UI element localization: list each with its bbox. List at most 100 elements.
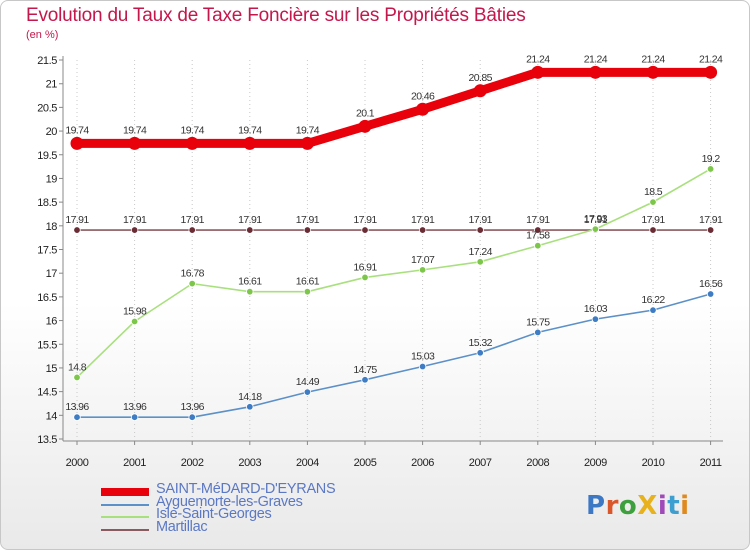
data-label: 20.85 xyxy=(469,72,493,84)
data-label: 17.91 xyxy=(123,214,147,226)
y-tick-label: 14.5 xyxy=(37,387,57,399)
data-point xyxy=(188,413,196,421)
logo-letter: i xyxy=(680,491,690,521)
data-point xyxy=(188,226,196,234)
x-tick-label: 2010 xyxy=(642,457,665,469)
data-point xyxy=(361,226,369,234)
series-line xyxy=(76,293,712,419)
data-label: 19.74 xyxy=(123,124,147,136)
data-point xyxy=(73,413,81,421)
y-tick-label: 20.5 xyxy=(37,102,57,114)
data-point xyxy=(73,373,81,382)
data-point xyxy=(534,242,542,250)
x-tick-label: 2000 xyxy=(66,457,89,469)
data-label: 17.58 xyxy=(526,230,550,242)
data-label: 17.91 xyxy=(296,214,320,226)
data-point xyxy=(130,317,139,326)
x-tick-label: 2007 xyxy=(469,457,492,469)
logo-letter: i xyxy=(657,491,668,521)
data-label: 17.91 xyxy=(641,214,665,226)
y-tick-label: 18 xyxy=(46,221,58,233)
data-label: 19.74 xyxy=(181,124,205,136)
data-point xyxy=(246,287,254,296)
data-point xyxy=(303,226,312,234)
x-tick-label: 2003 xyxy=(238,457,261,469)
data-point xyxy=(591,225,600,233)
x-tick-label: 2009 xyxy=(584,457,607,469)
chart-title: Evolution du Taux de Taxe Foncière sur l… xyxy=(26,5,526,26)
data-label: 20.1 xyxy=(356,107,375,119)
data-point xyxy=(531,65,545,79)
data-label: 19.74 xyxy=(296,124,320,136)
data-point xyxy=(646,65,660,79)
data-label: 16.91 xyxy=(353,261,377,273)
data-point xyxy=(300,136,314,150)
data-label: 21.24 xyxy=(641,53,665,65)
data-label: 16.61 xyxy=(238,276,262,288)
series-line xyxy=(76,168,712,379)
unit-label: (en %) xyxy=(26,29,59,41)
y-tick-label: 18.5 xyxy=(37,197,57,209)
data-label: 19.2 xyxy=(702,153,721,165)
data-label: 17.91 xyxy=(526,214,550,226)
data-label: 17.24 xyxy=(469,246,493,258)
proxiti-logo[interactable]: ProXiti xyxy=(586,491,690,521)
y-tick-label: 19.5 xyxy=(37,150,57,162)
legend-swatch xyxy=(101,516,149,518)
logo-letter: X xyxy=(637,491,658,521)
data-label: 15.32 xyxy=(469,337,493,349)
data-label: 13.96 xyxy=(181,401,205,413)
series-line xyxy=(72,67,716,148)
data-label: 18.5 xyxy=(644,186,663,198)
x-tick-label: 2005 xyxy=(354,457,377,469)
data-label: 14.8 xyxy=(68,361,87,373)
data-point xyxy=(303,287,312,296)
legend-swatch xyxy=(101,528,149,531)
legend-label: Martillac xyxy=(156,518,208,535)
y-tick-label: 13.5 xyxy=(37,434,57,446)
x-tick-label: 2011 xyxy=(700,457,722,469)
x-tick-label: 2002 xyxy=(181,457,204,469)
x-tick-label: 2004 xyxy=(296,457,319,469)
data-label: 21.24 xyxy=(526,53,550,65)
data-point xyxy=(418,266,427,274)
data-label: 14.49 xyxy=(296,376,320,388)
logo-letter: o xyxy=(618,491,638,521)
data-label: 15.03 xyxy=(411,351,435,363)
data-point xyxy=(416,102,430,116)
data-point xyxy=(130,413,139,421)
data-label: 17.91 xyxy=(699,214,723,226)
data-point xyxy=(246,403,254,411)
y-tick-label: 15.5 xyxy=(37,339,57,351)
data-point xyxy=(649,226,657,234)
data-label: 16.22 xyxy=(641,294,665,306)
logo-letter: t xyxy=(667,491,681,521)
data-label: 16.61 xyxy=(296,276,320,288)
x-tick-label: 2001 xyxy=(123,457,146,469)
data-label: 16.78 xyxy=(181,268,205,280)
data-label: 17.07 xyxy=(411,254,435,266)
data-label: 13.96 xyxy=(123,401,147,413)
y-tick-label: 17.5 xyxy=(37,245,57,257)
data-point xyxy=(649,306,657,314)
data-label: 14.75 xyxy=(353,364,377,376)
y-tick-label: 15 xyxy=(46,363,58,375)
data-point xyxy=(476,226,484,234)
data-label: 14.18 xyxy=(238,391,262,403)
data-point xyxy=(361,273,369,282)
data-label: 19.74 xyxy=(65,124,89,136)
x-tick-label: 2006 xyxy=(411,457,434,469)
data-label: 17.91 xyxy=(238,214,262,226)
data-label: 19.74 xyxy=(238,124,262,136)
data-label: 15.75 xyxy=(526,316,550,328)
data-point xyxy=(476,258,484,266)
data-point xyxy=(73,226,81,234)
data-label: 21.24 xyxy=(699,53,723,65)
data-point xyxy=(185,136,199,150)
data-point xyxy=(588,65,602,79)
data-point xyxy=(706,226,715,234)
y-tick-label: 16 xyxy=(46,316,58,328)
legend-label: Isle-Saint-Georges xyxy=(156,506,272,522)
y-tick-label: 16.5 xyxy=(37,292,57,304)
